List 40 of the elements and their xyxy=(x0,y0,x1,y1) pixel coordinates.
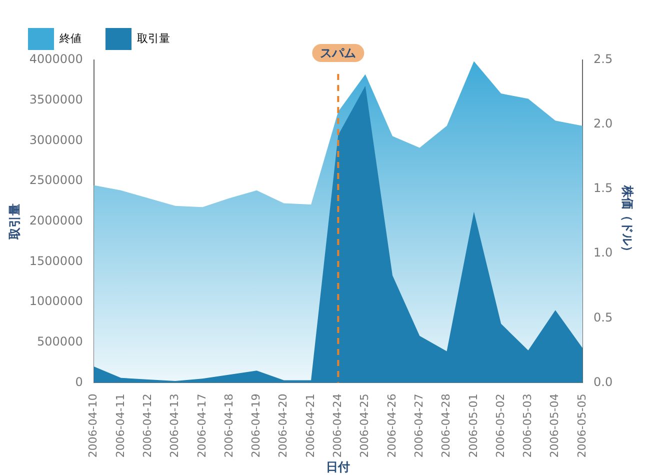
y2-axis-title: 株価（ドル） xyxy=(620,184,635,258)
y2-tick-label: 2.5 xyxy=(594,52,613,66)
x-tick-label: 2006-04-28 xyxy=(440,394,453,458)
y-tick-label: 1000000 xyxy=(29,294,83,308)
x-tick-label: 2006-04-12 xyxy=(141,394,154,458)
x-tick-label: 2006-05-02 xyxy=(494,394,507,458)
y-tick-label: 2000000 xyxy=(29,213,83,228)
x-axis-title: 日付 xyxy=(326,460,350,474)
x-tick-label: 2006-04-20 xyxy=(276,394,290,458)
x-tick-label: 2006-04-24 xyxy=(331,394,344,458)
x-tick-label: 2006-04-18 xyxy=(222,394,236,458)
y-tick-label: 500000 xyxy=(37,334,83,348)
y2-tick-label: 1.0 xyxy=(594,246,613,260)
x-tick-label: 2006-05-04 xyxy=(548,394,562,458)
x-tick-label: 2006-05-05 xyxy=(575,394,588,458)
x-tick-label: 2006-04-26 xyxy=(385,394,398,458)
x-tick-label: 2006-04-11 xyxy=(114,394,127,458)
y-tick-label: 4000000 xyxy=(29,52,83,66)
legend-label: 終値 xyxy=(58,32,82,45)
y-axis-title: 取引量 xyxy=(7,203,22,240)
x-tick-label: 2006-04-21 xyxy=(304,394,317,458)
x-tick-label: 2006-04-17 xyxy=(195,394,208,458)
legend-label: 取引量 xyxy=(137,32,170,45)
x-tick-label: 2006-05-03 xyxy=(521,394,534,458)
y-tick-label: 2500000 xyxy=(29,173,83,188)
y-tick-label: 1500000 xyxy=(29,254,83,268)
y-tick-label: 3500000 xyxy=(29,92,83,106)
x-tick-label: 2006-04-13 xyxy=(168,394,182,458)
y-tick-label: 3000000 xyxy=(29,132,83,147)
y2-tick-label: 1.5 xyxy=(594,181,613,196)
x-tick-label: 2006-04-10 xyxy=(86,394,100,458)
x-tick-label: 2006-05-01 xyxy=(466,394,480,458)
y2-tick-label: 2.0 xyxy=(594,116,613,131)
x-tick-label: 2006-04-27 xyxy=(412,394,426,458)
y2-tick-label: 0.0 xyxy=(594,374,613,389)
x-tick-label: 2006-04-25 xyxy=(358,394,372,458)
y2-tick-label: 0.5 xyxy=(594,310,613,324)
y-tick-label: 0 xyxy=(75,374,83,389)
ref-line-label: スパム xyxy=(320,46,356,60)
x-tick-label: 2006-04-19 xyxy=(250,394,263,458)
